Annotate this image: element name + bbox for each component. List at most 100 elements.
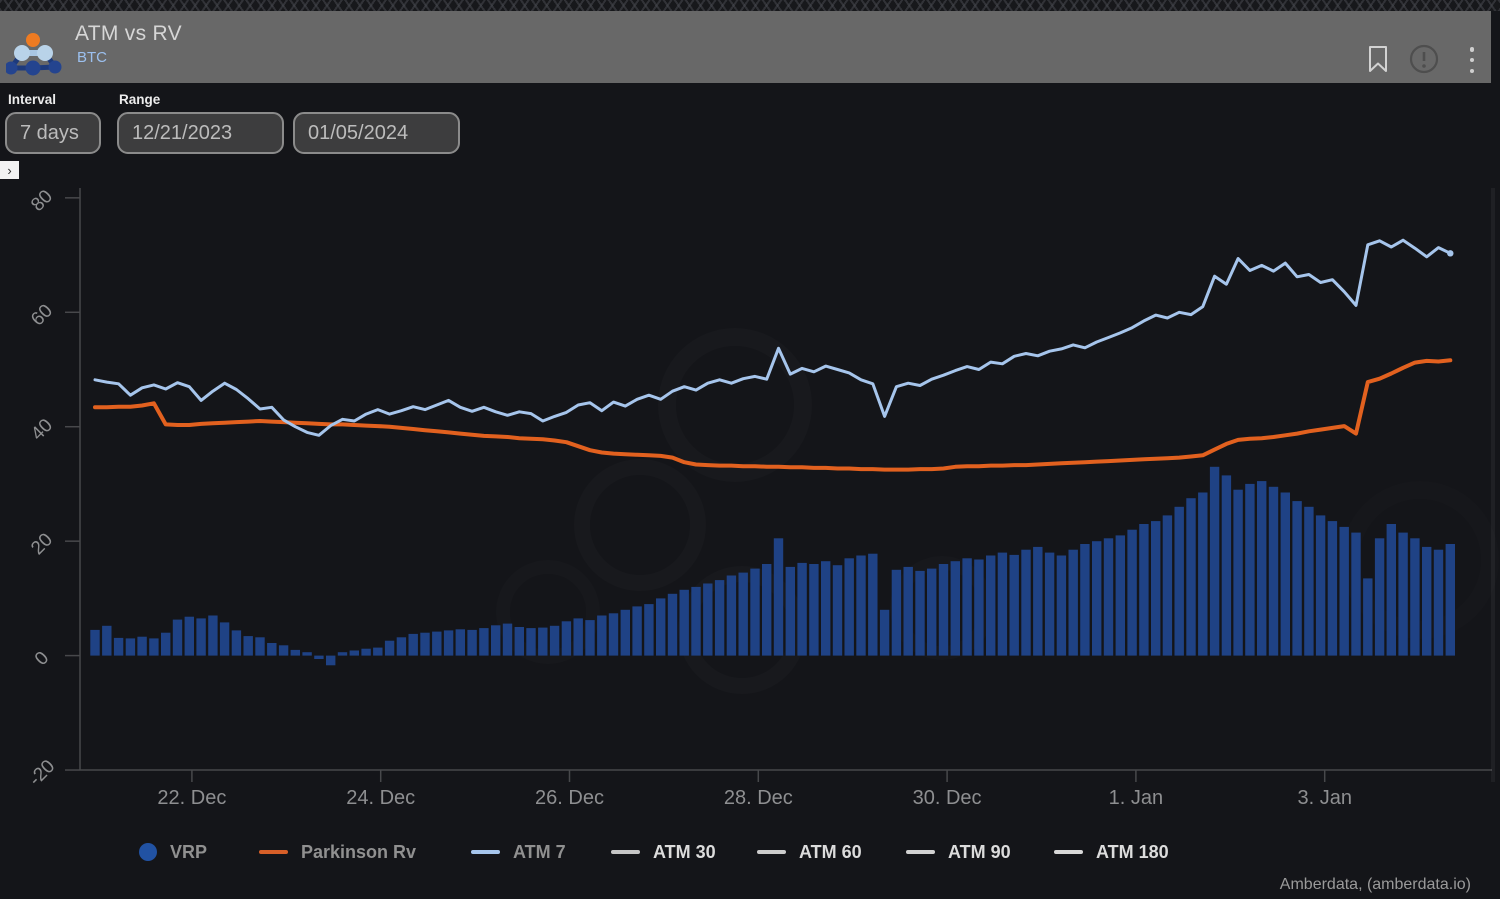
asset-subtitle: BTC	[77, 49, 107, 66]
vrp-bar	[585, 620, 595, 656]
vrp-bar	[1386, 524, 1396, 656]
interval-value: 7 days	[20, 121, 79, 144]
vrp-bar	[1433, 549, 1444, 656]
attribution-text: Amberdata, (amberdata.io)	[1279, 876, 1471, 893]
vrp-bar	[927, 568, 937, 656]
vrp-bar	[373, 647, 383, 656]
x-tick-label: 26. Dec	[535, 787, 604, 809]
vrp-bar	[785, 566, 795, 656]
vrp-bar	[1151, 521, 1161, 656]
vrp-bar	[573, 618, 583, 656]
vrp-bar	[172, 619, 183, 656]
legend-line-swatch	[611, 850, 640, 854]
vrp-bar	[1339, 526, 1349, 656]
vrp-bar	[1115, 535, 1125, 656]
vrp-bar	[1080, 544, 1090, 656]
vrp-bar	[420, 632, 430, 656]
vrp-bar	[1422, 546, 1432, 656]
vrp-bar	[903, 566, 913, 656]
vrp-bar	[396, 637, 407, 656]
vrp-bar	[102, 625, 112, 656]
bookmark-icon[interactable]	[1366, 44, 1390, 74]
range-start-value: 12/21/2023	[132, 121, 233, 144]
vrp-bar	[538, 627, 548, 656]
vrp-bar	[1209, 466, 1220, 656]
vrp-bar	[597, 615, 607, 656]
vrp-bar	[738, 572, 748, 656]
vrp-bar	[479, 628, 489, 656]
vrp-bar	[314, 655, 324, 659]
vrp-bar	[208, 615, 218, 656]
line-series	[93, 238, 1454, 472]
vrp-bar	[879, 609, 890, 656]
legend-item-parkinson-rv[interactable]: Parkinson Rv	[259, 836, 416, 868]
vrp-bar	[821, 561, 831, 656]
vrp-bar	[432, 631, 442, 656]
vrp-bar	[408, 633, 418, 656]
legend-label: VRP	[170, 841, 208, 862]
legend-label: ATM 60	[799, 841, 862, 862]
vrp-bar	[950, 561, 960, 656]
vrp-bar	[1009, 554, 1019, 656]
vrp-bar	[726, 575, 737, 656]
range-end-input[interactable]: 01/05/2024	[293, 112, 460, 154]
legend-label: Parkinson Rv	[301, 841, 417, 862]
vrp-bar	[632, 606, 642, 656]
vrp-bar	[797, 562, 807, 656]
panel-expander-chevron[interactable]: ›	[0, 161, 19, 179]
legend-line-swatch	[259, 850, 288, 854]
vrp-bar	[1198, 492, 1208, 656]
range-start-input[interactable]: 12/21/2023	[117, 112, 284, 154]
vrp-bar	[1315, 515, 1326, 656]
legend-item-vrp[interactable]: VRP	[139, 836, 207, 868]
vrp-bar	[856, 555, 866, 656]
x-tick-label: 28. Dec	[724, 787, 793, 809]
legend-item-atm-90[interactable]: ATM 90	[906, 836, 1011, 868]
vrp-bar	[974, 559, 984, 656]
series-line-parkinson-rv	[93, 358, 1453, 472]
vrp-bar	[384, 640, 395, 656]
vrp-bar	[691, 586, 701, 656]
vrp-bar	[302, 652, 312, 656]
vrp-bar	[997, 552, 1008, 656]
vrp-bar	[526, 628, 536, 656]
legend-line-swatch	[906, 850, 935, 854]
y-tick-label: -20	[25, 756, 59, 790]
legend-item-atm-30[interactable]: ATM 30	[611, 836, 716, 868]
series-line-atm-7	[93, 238, 1452, 437]
alert-circle-icon[interactable]	[1408, 43, 1440, 75]
vrp-bar	[832, 565, 843, 656]
vrp-bar	[762, 564, 772, 656]
legend-item-atm-60[interactable]: ATM 60	[757, 836, 862, 868]
vrp-bar	[90, 629, 100, 656]
vrp-bar	[349, 650, 359, 656]
vrp-bar	[667, 593, 678, 656]
vrp-bar	[938, 564, 949, 656]
interval-label: Interval	[8, 92, 57, 107]
vrp-bar	[656, 598, 666, 656]
vrp-bar	[1445, 544, 1455, 656]
vrp-bar	[161, 632, 171, 656]
vrp-bar	[1056, 555, 1067, 656]
legend-label: ATM 7	[513, 841, 566, 862]
legend-item-atm-180[interactable]: ATM 180	[1054, 836, 1169, 868]
vrp-bar	[1363, 578, 1373, 656]
y-tick-label: 0	[31, 648, 53, 670]
vrp-bar	[1068, 549, 1078, 656]
range-label: Range	[119, 92, 161, 107]
chart-plot-area[interactable]: 80 60 40 20 0 -20 22. Dec 24. Dec 26. Dec 28. Dec…	[0, 0, 1500, 832]
vrp-bar	[1139, 524, 1149, 656]
chart-legend: VRP Parkinson Rv ATM 7 ATM 30 ATM 60 ATM 90 AT…	[0, 836, 1500, 868]
vrp-bar	[491, 625, 501, 656]
vrp-bar	[1327, 521, 1338, 656]
interval-select[interactable]: 7 days	[5, 112, 101, 154]
vrp-bar	[1280, 492, 1290, 656]
legend-label: ATM 90	[948, 841, 1011, 862]
kebab-menu-icon[interactable]	[1462, 45, 1482, 75]
legend-item-atm-7[interactable]: ATM 7	[471, 836, 566, 868]
vrp-bar	[1162, 515, 1173, 656]
vrp-bar	[278, 645, 289, 656]
y-tick-label: 20	[27, 529, 57, 559]
x-tick-label: 1. Jan	[1109, 787, 1163, 809]
widget-header: ATM vs RV BTC	[0, 11, 1491, 83]
